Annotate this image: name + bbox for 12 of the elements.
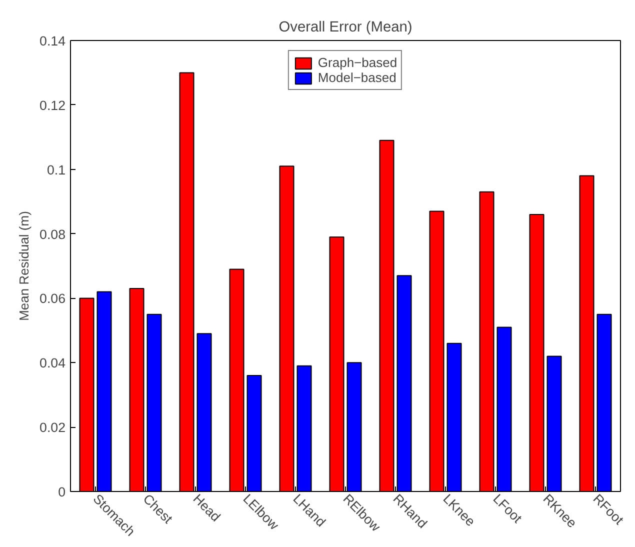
y-tick-label: 0.06 bbox=[40, 291, 66, 306]
y-tick-label: 0.04 bbox=[40, 356, 66, 371]
y-tick-label: 0.12 bbox=[40, 98, 66, 113]
y-axis-title: Mean Residual (m) bbox=[16, 211, 32, 321]
y-tick-label: 0.14 bbox=[40, 34, 66, 48]
chart-title: Overall Error (Mean) bbox=[278, 20, 412, 36]
y-tick-label: 0.1 bbox=[46, 162, 66, 178]
y-tick-label: 0.02 bbox=[40, 420, 66, 436]
y-tick-label: 0.08 bbox=[40, 226, 66, 242]
legend-label: Graph−based bbox=[318, 55, 398, 70]
legend-label: Model−based bbox=[318, 70, 396, 85]
y-tick-label: 0 bbox=[58, 484, 66, 500]
